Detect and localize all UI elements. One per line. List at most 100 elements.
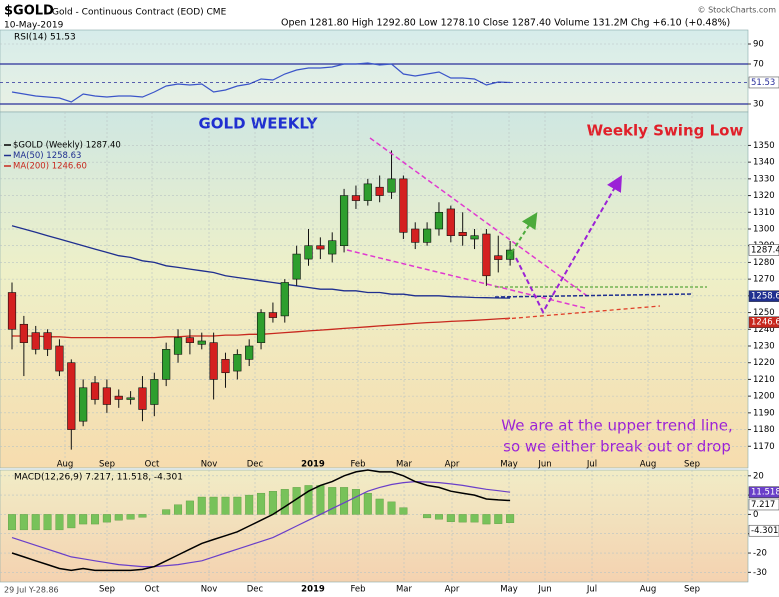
footer: 29 Jul Y-28.86	[4, 586, 59, 595]
candle-body	[162, 349, 171, 380]
histogram-bar	[209, 496, 218, 515]
candle-body	[173, 337, 183, 355]
candle-body	[256, 312, 266, 343]
moving-average	[11, 225, 511, 299]
signal-line	[11, 480, 511, 568]
histogram-bar	[494, 514, 503, 524]
annotation: We are at the upper trend line,	[501, 417, 733, 435]
histogram-bar	[138, 514, 147, 518]
histogram-bar	[268, 491, 277, 515]
candle-body	[292, 253, 301, 280]
histogram-bar	[316, 485, 325, 515]
histogram-bar	[197, 496, 206, 515]
y-tick-label: 1320	[753, 191, 775, 201]
candle-body	[387, 178, 396, 193]
value-tag	[748, 498, 779, 511]
y-tick-label: 0	[753, 510, 758, 520]
y-tick-label: 1190	[753, 408, 775, 418]
date: 10-May-2019	[4, 21, 64, 31]
value-tag	[748, 486, 779, 498]
x-tick-label: 2019	[301, 460, 325, 470]
y-tick-label: 1310	[753, 208, 775, 218]
x-tick-label: Jul	[586, 585, 597, 595]
y-tick-label: 1250	[753, 308, 775, 318]
quote: Open 1281.80 High 1292.80 Low 1278.10 Cl…	[281, 18, 730, 29]
candle-body	[185, 337, 195, 343]
histogram-bar	[470, 514, 479, 523]
candle-body	[245, 345, 254, 360]
x-tick-label: Feb	[350, 460, 365, 470]
candle-body	[114, 395, 123, 400]
x-tick-label: Apr	[445, 460, 460, 470]
panel-label: RSI(14) 51.53	[14, 33, 76, 43]
y-tick-label: 90	[753, 40, 764, 50]
y-tick-label: 30	[753, 100, 764, 110]
histogram-bar	[482, 514, 491, 525]
histogram-bar	[506, 514, 515, 523]
histogram-bar	[375, 498, 384, 515]
candle-body	[19, 323, 28, 343]
candle-body	[470, 235, 479, 240]
candle-body	[434, 211, 444, 230]
panel-label: MACD(12,26,9) 7.217, 11.518, -4.301	[14, 473, 183, 483]
y-tick-label: 20	[753, 471, 764, 481]
y-tick-label: -20	[753, 549, 767, 559]
scenario-arrow	[507, 212, 538, 259]
y-tick-label: 1340	[753, 158, 775, 168]
histogram-bar	[280, 489, 289, 515]
candle-body	[138, 387, 147, 410]
x-tick-label: Oct	[145, 460, 160, 470]
x-tick-label: Jun	[537, 460, 551, 470]
annotation: GOLD WEEKLY	[198, 115, 318, 133]
histogram-bar	[434, 514, 443, 520]
trend-lines	[346, 137, 707, 320]
rsi-line	[11, 62, 511, 103]
value-tag	[748, 290, 779, 302]
trend-line	[494, 293, 694, 298]
candle-body	[399, 178, 408, 233]
y-tick-label: 1220	[753, 358, 775, 368]
value-tag-label: 1246.6	[751, 318, 779, 328]
x-tick-label: Dec	[247, 585, 264, 595]
candle-body	[328, 240, 337, 255]
histogram-bar	[363, 492, 372, 515]
value-tag-label: 7.217	[751, 500, 775, 510]
trend-line	[369, 137, 591, 299]
y-tick-label: 1270	[753, 275, 775, 285]
candle-body	[446, 208, 455, 236]
histogram-bar	[7, 514, 16, 531]
candle-body	[43, 332, 52, 350]
y-tick-label: 1170	[753, 442, 775, 452]
candle-body	[316, 245, 325, 250]
value-tag-label: -4.301	[751, 526, 778, 536]
histogram-bar	[257, 492, 266, 515]
candle-body	[90, 382, 100, 400]
candle-body	[304, 245, 313, 260]
histogram-bar	[351, 489, 360, 515]
candle-body	[422, 228, 432, 243]
value-tag	[748, 244, 779, 256]
candle-body	[351, 195, 361, 201]
value-tag-label: 11.518	[751, 488, 779, 498]
histogram-bar	[185, 500, 194, 515]
annotation: Weekly Swing Low	[587, 122, 744, 140]
y-tick-label: 70	[753, 60, 764, 70]
x-tick-label: Nov	[201, 460, 218, 470]
x-tick-label: Mar	[396, 460, 413, 470]
legend-label: $GOLD (Weekly) 1287.40	[13, 141, 121, 151]
candle-body	[411, 228, 420, 243]
histogram-bar	[162, 509, 171, 515]
candle-body	[482, 233, 491, 277]
value-tag	[748, 76, 779, 89]
x-tick-label: Nov	[201, 585, 218, 595]
x-tick-label: Apr	[445, 585, 460, 595]
x-tick-label: Sep	[684, 585, 700, 595]
histogram-bar	[31, 514, 40, 531]
histogram-bar	[91, 514, 100, 525]
candle-body	[209, 342, 218, 380]
histogram-bar	[19, 514, 28, 531]
candle-body	[280, 282, 289, 317]
candle-body	[102, 387, 111, 405]
candle-body	[150, 379, 159, 405]
trend-line	[346, 249, 586, 309]
